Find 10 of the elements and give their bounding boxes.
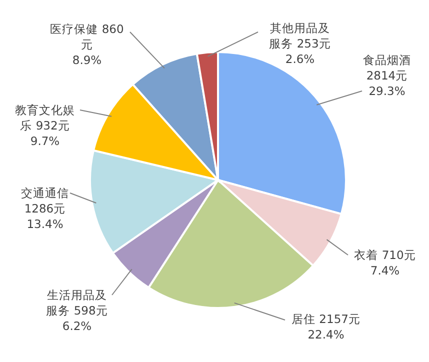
slice-label: 交通通信 <box>21 186 69 200</box>
slice-label: 食品烟酒 <box>363 53 411 68</box>
slice-label: 其他用品及服务 253元 2.6% <box>269 21 331 66</box>
slice-label: 衣着 710元 7.4% <box>354 248 416 278</box>
slice-label: 医疗保健 860元 8.9% <box>50 22 124 68</box>
slice-label: 居住 2157元 22.4% <box>292 312 360 342</box>
slice-label: 教育文化娱乐 932元 9.7% <box>15 103 75 148</box>
data-label: 2814元 29.3% <box>366 68 408 98</box>
data-label: 1286元 13.4% <box>24 202 66 232</box>
slice-label: 生活用品及服务 598元 6.2% <box>46 288 108 334</box>
